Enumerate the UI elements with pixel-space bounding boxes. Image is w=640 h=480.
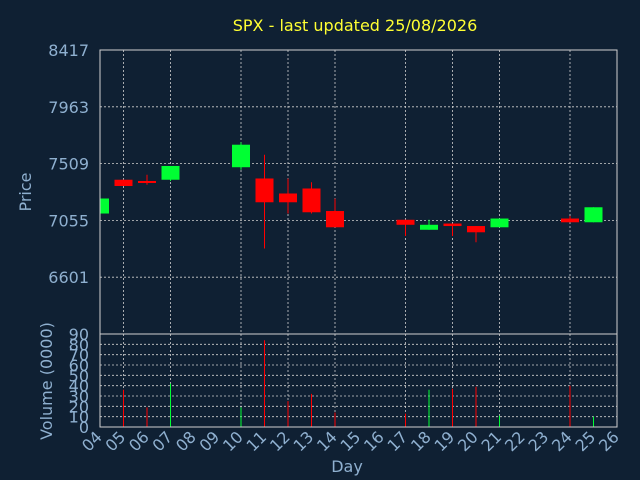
volume-tick-label: 0 [79,418,89,437]
price-tick-label: 7509 [48,155,89,174]
candle-body [100,198,109,214]
price-panel [100,50,617,334]
volume-tick-label: 50 [69,366,89,385]
volume-tick-label: 30 [69,387,89,406]
volume-tick-label: 70 [69,346,89,365]
x-tick-label: 26 [595,427,623,455]
price-tick-label: 7055 [48,211,89,230]
volume-tick-label: 10 [69,408,89,427]
price-tick-label: 6601 [48,268,89,287]
candle-body [302,188,321,213]
candle-body [326,211,344,228]
candle-body [467,226,485,233]
candle-body [396,219,415,225]
x-axis-label: Day [331,457,363,476]
candle-body [279,193,297,203]
volume-tick-label: 20 [69,397,89,416]
volume-tick-label: 90 [69,325,89,344]
price-tick-label: 8417 [48,41,89,60]
volume-panel [100,334,617,427]
volume-tick-label: 80 [69,335,89,354]
volume-tick-label: 60 [69,356,89,375]
volume-bars [123,340,594,427]
candle-body [138,180,156,183]
price-axis-ticks: 8417 7963 7509 7055 6601 [48,41,89,287]
candle-body [114,179,133,186]
volume-tick-label: 40 [69,377,89,396]
x-axis-ticks: 0405060708091011121314151617181920212223… [78,427,623,455]
volume-axis-label: Volume (0000) [37,322,56,440]
grid [100,49,617,428]
candle-body [561,218,579,223]
candle-body [232,144,250,168]
candle-body [255,178,274,203]
price-axis-label: Price [16,172,35,211]
candle-body [420,224,438,230]
plot-frame [99,49,618,428]
candles [99,142,603,249]
chart-title: SPX - last updated 25/08/2026 [233,16,478,35]
candle-body [490,218,509,228]
candle-body [443,223,462,227]
price-tick-label: 7963 [48,98,89,117]
candle-body [584,207,603,223]
candle-body [161,165,180,180]
